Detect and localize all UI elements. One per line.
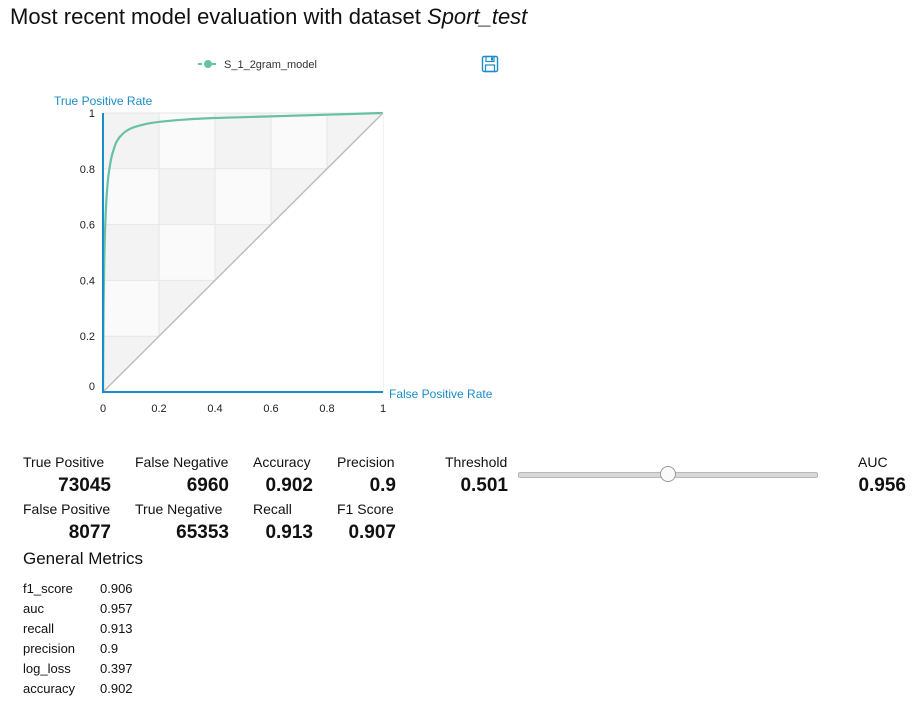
metric-value: 0.902 xyxy=(265,475,313,496)
grid-cell xyxy=(159,113,215,169)
metric-value: 0.913 xyxy=(265,522,313,543)
metric-label: Precision xyxy=(337,454,395,470)
metric-label: Accuracy xyxy=(253,454,311,470)
page-title: Most recent model evaluation with datase… xyxy=(10,4,527,30)
threshold-slider[interactable] xyxy=(518,466,818,484)
metric-value: 0.956 xyxy=(858,475,906,496)
general-metric-name: accuracy xyxy=(23,680,76,696)
metric-label: True Negative xyxy=(135,501,223,517)
slider-thumb[interactable] xyxy=(660,466,677,482)
grid-cell xyxy=(159,168,215,225)
general-metrics-title: General Metrics xyxy=(23,549,143,568)
y-tick-label: 0.8 xyxy=(80,164,95,176)
page-title-prefix: Most recent model evaluation with datase… xyxy=(10,4,428,29)
general-metric-row: precision 0.9 xyxy=(23,638,133,658)
chance-diagonal-line xyxy=(102,112,384,393)
grid-cell xyxy=(103,280,159,337)
grid-cell xyxy=(103,224,159,281)
metric-precision: Precision 0.9 xyxy=(337,454,396,497)
metric-value: 0.9 xyxy=(369,475,396,496)
general-metric-value: 0.957 xyxy=(100,600,133,616)
x-tick-label: 0.4 xyxy=(207,403,222,415)
metric-auc: AUC 0.956 xyxy=(858,454,906,497)
grid-cell xyxy=(103,168,159,225)
grid-cell xyxy=(215,168,271,225)
x-tick-label: 1 xyxy=(380,403,386,415)
metric-recall: Recall 0.913 xyxy=(253,501,313,544)
general-metric-row: recall 0.913 xyxy=(23,618,133,638)
metric-false-negative: False Negative 6960 xyxy=(135,454,229,497)
y-tick-label: 0.4 xyxy=(80,275,95,287)
metric-value: 0.907 xyxy=(348,522,396,543)
general-metric-row: log_loss 0.397 xyxy=(23,658,133,678)
general-metric-name: recall xyxy=(23,620,55,636)
metric-value: 8077 xyxy=(68,522,111,543)
metric-label: F1 Score xyxy=(337,501,394,517)
metric-label: Threshold xyxy=(445,454,508,470)
dataset-name: Sport_test xyxy=(427,4,528,29)
x-tick-label: 0.8 xyxy=(319,403,334,415)
general-metric-value: 0.9 xyxy=(100,640,119,656)
metric-label: True Positive xyxy=(23,454,105,470)
general-metric-value: 0.902 xyxy=(100,680,133,696)
metric-label: False Positive xyxy=(23,501,111,517)
roc-chart: S_1_2gram_model 0 0.2 0.4 0.6 0.8 1 0 0.2 0.4 0.6… xyxy=(54,59,493,415)
x-tick-label: 0.2 xyxy=(151,403,166,415)
general-metric-name: auc xyxy=(23,600,44,616)
x-tick-label: 0.6 xyxy=(263,403,278,415)
roc-curve-line xyxy=(101,111,384,393)
metric-value: 73045 xyxy=(58,475,111,496)
metric-threshold: Threshold 0.501 xyxy=(445,454,508,497)
general-metric-name: log_loss xyxy=(23,660,71,676)
metric-true-negative: True Negative 65353 xyxy=(135,501,229,544)
metric-f1-score: F1 Score 0.907 xyxy=(337,501,396,544)
general-metric-value: 0.913 xyxy=(100,620,133,636)
general-metric-name: f1_score xyxy=(23,580,73,596)
legend-marker xyxy=(204,60,212,68)
metric-label: AUC xyxy=(858,454,888,470)
general-metric-name: precision xyxy=(23,640,76,656)
metric-label: Recall xyxy=(253,501,292,517)
legend-label: S_1_2gram_model xyxy=(224,59,317,71)
metric-accuracy: Accuracy 0.902 xyxy=(253,454,313,497)
grid-cell xyxy=(215,113,271,169)
chart-legend[interactable]: S_1_2gram_model xyxy=(198,59,317,71)
y-axis-label: True Positive Rate xyxy=(54,94,153,108)
general-metric-row: accuracy 0.902 xyxy=(23,678,133,698)
x-tick-label: 0 xyxy=(100,403,106,415)
y-tick-label: 0.6 xyxy=(80,220,95,232)
general-metric-row: auc 0.957 xyxy=(23,598,133,618)
general-metric-value: 0.906 xyxy=(100,580,133,596)
grid-cell xyxy=(271,113,327,169)
x-axis-label: False Positive Rate xyxy=(389,387,493,401)
metric-value: 0.501 xyxy=(460,475,508,496)
metric-value: 6960 xyxy=(186,475,229,496)
general-metrics-table: f1_score 0.906 auc 0.957 recall 0.913 precisio… xyxy=(23,578,133,698)
y-tick-label: 0 xyxy=(89,381,95,393)
general-metric-row: f1_score 0.906 xyxy=(23,578,133,598)
save-icon[interactable] xyxy=(481,55,499,73)
chart-series xyxy=(101,111,384,393)
metric-false-positive: False Positive 8077 xyxy=(23,501,111,544)
y-tick-label: 0.2 xyxy=(80,331,95,343)
metric-value: 65353 xyxy=(176,522,229,543)
metric-true-positive: True Positive 73045 xyxy=(23,454,111,497)
y-tick-label: 1 xyxy=(89,108,95,120)
general-metric-value: 0.397 xyxy=(100,660,133,676)
metric-label: False Negative xyxy=(135,454,229,470)
grid-cell xyxy=(159,224,215,281)
